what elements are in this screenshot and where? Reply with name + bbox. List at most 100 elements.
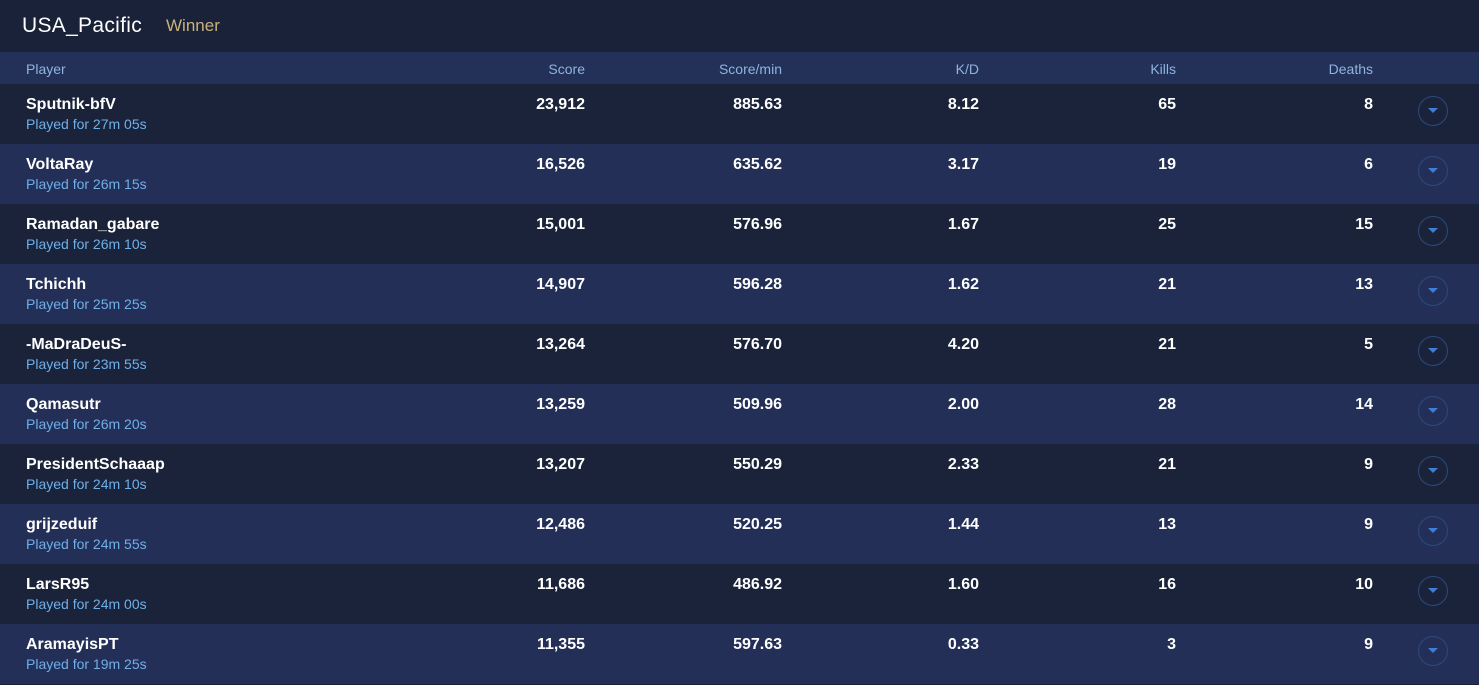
expand-row-button[interactable] [1418,636,1448,666]
player-score: 12,486 [536,516,585,533]
played-duration: Played for 26m 10s [26,236,147,252]
played-duration: Played for 26m 20s [26,416,147,432]
winner-label: Winner [166,16,220,35]
player-name[interactable]: LarsR95 [26,576,90,593]
player-deaths: 9 [1364,456,1373,473]
player-score: 16,526 [536,156,585,173]
player-kills: 28 [1158,396,1176,413]
chevron-down-icon [1428,528,1438,533]
played-duration: Played for 19m 25s [26,656,147,672]
player-kd: 0.33 [947,636,979,653]
player-score-per-min: 885.63 [733,96,782,113]
player-kd: 1.44 [947,516,979,533]
expand-row-button[interactable] [1418,516,1448,546]
player-name[interactable]: AramayisPT [26,636,119,653]
player-row: AramayisPT Played for 19m 25s 11,355 597… [0,624,1479,684]
player-score: 13,264 [536,336,585,353]
player-kills: 25 [1158,216,1176,233]
played-duration: Played for 25m 25s [26,296,147,312]
player-deaths: 6 [1364,156,1373,173]
player-kills: 21 [1158,276,1176,293]
column-header-kd[interactable]: K/D [955,61,979,77]
expand-row-button[interactable] [1418,156,1448,186]
player-kills: 21 [1158,456,1176,473]
player-score-per-min: 596.28 [733,276,782,293]
player-score-per-min: 576.96 [733,216,782,233]
player-row: Sputnik-bfV Played for 27m 05s 23,912 88… [0,84,1479,144]
player-row: LarsR95 Played for 24m 00s 11,686 486.92… [0,564,1479,624]
player-score: 11,686 [536,576,585,593]
team-name: USA_Pacific [22,14,143,37]
player-row: -MaDraDeuS- Played for 23m 55s 13,264 57… [0,324,1479,384]
player-deaths: 8 [1364,96,1373,113]
chevron-down-icon [1428,408,1438,413]
player-score-per-min: 520.25 [733,516,782,533]
player-name[interactable]: grijzeduif [26,516,98,533]
played-duration: Played for 26m 15s [26,176,147,192]
chevron-down-icon [1428,228,1438,233]
player-score: 14,907 [536,276,585,293]
team-header: USA_Pacific Winner [0,0,1479,52]
player-name[interactable]: Sputnik-bfV [26,96,116,113]
expand-row-button[interactable] [1418,576,1448,606]
player-row: grijzeduif Played for 24m 55s 12,486 520… [0,504,1479,564]
player-kills: 16 [1158,576,1176,593]
player-score-per-min: 509.96 [733,396,782,413]
chevron-down-icon [1428,648,1438,653]
chevron-down-icon [1428,468,1438,473]
player-kd: 4.20 [947,336,979,353]
column-header-player[interactable]: Player [26,61,66,77]
player-kills: 13 [1158,516,1176,533]
player-deaths: 15 [1355,216,1373,233]
player-name[interactable]: Tchichh [26,276,87,293]
player-kd: 3.17 [947,156,979,173]
played-duration: Played for 24m 55s [26,536,147,552]
chevron-down-icon [1428,168,1438,173]
column-header-kills[interactable]: Kills [1150,61,1176,77]
player-row: Qamasutr Played for 26m 20s 13,259 509.9… [0,384,1479,444]
player-score-per-min: 576.70 [733,336,782,353]
expand-row-button[interactable] [1418,216,1448,246]
player-score-per-min: 635.62 [733,156,782,173]
played-duration: Played for 27m 05s [26,116,147,132]
player-score-per-min: 550.29 [733,456,782,473]
played-duration: Played for 24m 10s [26,476,147,492]
player-deaths: 9 [1364,636,1373,653]
player-kd: 2.33 [947,456,979,473]
player-score-per-min: 597.63 [733,636,782,653]
column-header-row: Player Score Score/min K/D Kills Deaths [0,52,1479,84]
player-deaths: 13 [1355,276,1373,293]
player-kd: 2.00 [947,396,979,413]
player-score-per-min: 486.92 [733,576,782,593]
player-deaths: 9 [1364,516,1373,533]
player-kills: 19 [1158,156,1176,173]
player-deaths: 14 [1355,396,1373,413]
expand-row-button[interactable] [1418,336,1448,366]
column-header-deaths[interactable]: Deaths [1328,61,1373,77]
player-score: 23,912 [536,96,585,113]
player-name[interactable]: -MaDraDeuS- [26,336,127,353]
player-score: 11,355 [536,636,585,653]
player-row: Ramadan_gabare Played for 26m 10s 15,001… [0,204,1479,264]
player-name[interactable]: VoltaRay [26,156,94,173]
player-kd: 1.67 [947,216,979,233]
expand-row-button[interactable] [1418,276,1448,306]
player-kills: 21 [1158,336,1176,353]
expand-row-button[interactable] [1418,96,1448,126]
player-name[interactable]: Ramadan_gabare [26,216,160,233]
player-name[interactable]: PresidentSchaaap [26,456,165,473]
player-deaths: 10 [1355,576,1373,593]
player-kd: 1.60 [947,576,979,593]
chevron-down-icon [1428,288,1438,293]
column-header-score[interactable]: Score [548,61,585,77]
expand-row-button[interactable] [1418,396,1448,426]
played-duration: Played for 24m 00s [26,596,147,612]
expand-row-button[interactable] [1418,456,1448,486]
player-kd: 8.12 [947,96,979,113]
column-header-score-per-min[interactable]: Score/min [718,61,782,77]
chevron-down-icon [1428,348,1438,353]
player-score: 13,259 [536,396,585,413]
player-name[interactable]: Qamasutr [26,396,101,413]
player-score: 13,207 [536,456,585,473]
player-kills: 65 [1158,96,1176,113]
